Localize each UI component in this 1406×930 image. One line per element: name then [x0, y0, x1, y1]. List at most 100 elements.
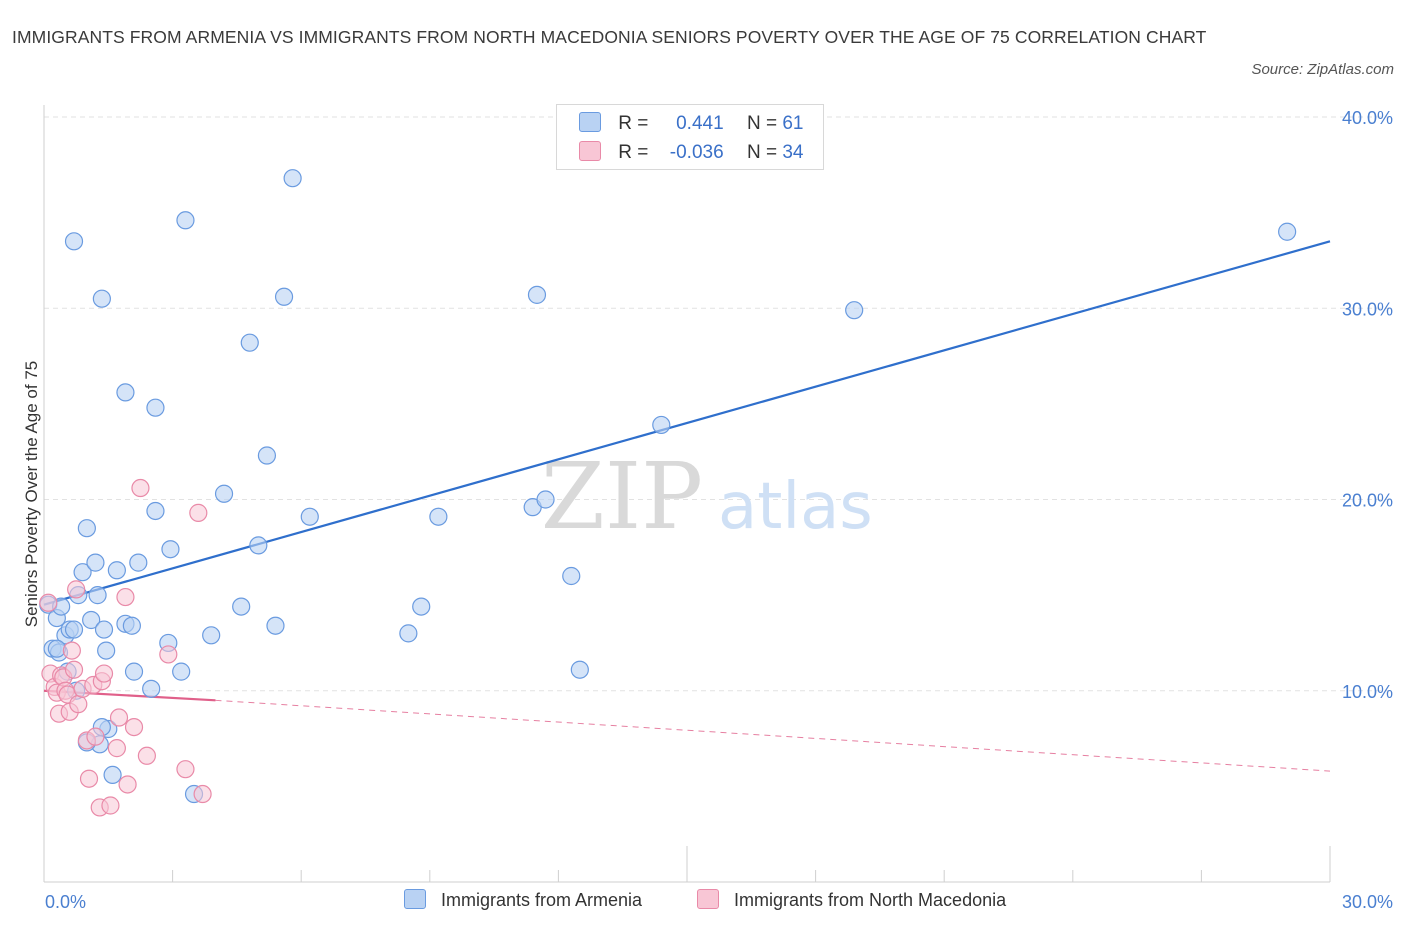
series-macedonia-points [39, 478, 212, 817]
macedonia-swatch [697, 889, 719, 909]
armenia-swatch [579, 112, 601, 132]
macedonia-point [131, 478, 150, 498]
macedonia-point [124, 717, 144, 737]
armenia-point [77, 519, 96, 538]
macedonia-point [176, 760, 195, 779]
armenia-point [88, 586, 107, 605]
armenia-point [103, 765, 122, 785]
armenia-point [82, 610, 101, 630]
armenia-point [176, 211, 195, 230]
watermark: ZIP atlas [541, 443, 873, 550]
legend-r-value: 0.441 [676, 113, 724, 134]
armenia-point [274, 287, 294, 306]
armenia-point [202, 626, 221, 645]
armenia-point [64, 620, 84, 639]
armenia-point [97, 641, 116, 660]
armenia-point [124, 662, 144, 681]
armenia-point [257, 446, 277, 465]
legend-n-value: 34 [782, 142, 804, 163]
macedonia-point [159, 645, 178, 664]
macedonia-point [69, 695, 88, 714]
legend-r-label: R = [618, 142, 654, 163]
trend-line-macedonia-extended [215, 699, 1331, 772]
armenia-point [562, 566, 581, 586]
armenia-point [429, 507, 448, 526]
armenia-point [232, 597, 251, 616]
legend-label-macedonia: Immigrants from North Macedonia [734, 890, 1007, 910]
armenia-point [240, 333, 259, 352]
armenia-point [146, 398, 165, 417]
legend-r-label: R = [618, 113, 654, 134]
armenia-point [92, 289, 111, 308]
macedonia-point [67, 580, 86, 599]
y-tick-label: 10.0% [1342, 682, 1393, 702]
legend-n-label: N = [746, 142, 783, 163]
armenia-point [129, 553, 148, 572]
armenia-point [142, 679, 161, 698]
legend-row-macedonia: R = -0.036 N = 34 [579, 141, 803, 167]
macedonia-point [101, 796, 120, 815]
legend-n-label: N = [746, 113, 783, 134]
armenia-point [527, 285, 547, 304]
watermark-zip: ZIP [541, 443, 703, 550]
armenia-point [146, 501, 165, 521]
armenia-point [283, 169, 302, 188]
armenia-point [300, 507, 319, 526]
armenia-point [122, 616, 141, 635]
trend-line-armenia [43, 240, 1331, 606]
armenia-point [107, 561, 126, 580]
macedonia-point [109, 708, 129, 727]
tick-labels: 10.0% 20.0% 30.0% 40.0% 0.0% 30.0% [45, 108, 1393, 912]
armenia-point [266, 616, 285, 635]
macedonia-point [137, 746, 156, 765]
y-tick-label: 30.0% [1342, 299, 1393, 319]
macedonia-point [189, 503, 208, 522]
armenia-point [214, 484, 234, 503]
armenia-point [570, 660, 589, 679]
legend-label-armenia: Immigrants from Armenia [441, 890, 643, 910]
armenia-point [94, 620, 114, 639]
macedonia-point [39, 593, 58, 612]
armenia-point [536, 490, 555, 509]
y-tick-label: 20.0% [1342, 491, 1393, 511]
chart-title: IMMIGRANTS FROM ARMENIA VS IMMIGRANTS FR… [12, 27, 1207, 47]
armenia-point [399, 624, 418, 643]
stats-legend: R = 0.441 N = 61 R = -0.036 N = 34 [556, 104, 824, 170]
armenia-point [161, 540, 180, 559]
armenia-point [249, 536, 268, 555]
legend-item-macedonia[interactable]: Immigrants from North Macedonia [697, 889, 1006, 911]
x-tick-label: 30.0% [1342, 892, 1393, 912]
series-legend: Immigrants from Armenia Immigrants from … [0, 889, 1406, 917]
legend-item-armenia[interactable]: Immigrants from Armenia [404, 889, 642, 911]
armenia-point [47, 639, 66, 658]
armenia-point [1278, 222, 1297, 241]
legend-r-value: -0.036 [669, 142, 724, 163]
chart-source: Source: ZipAtlas.com [1251, 61, 1394, 78]
macedonia-point [62, 641, 81, 660]
macedonia-point [107, 739, 126, 758]
armenia-swatch [404, 889, 426, 909]
macedonia-point [94, 664, 114, 683]
armenia-point [86, 553, 105, 572]
watermark-atlas: atlas [718, 470, 873, 544]
armenia-point [64, 232, 84, 251]
macedonia-swatch [579, 141, 601, 161]
macedonia-point [79, 769, 99, 788]
legend-n-value: 61 [782, 113, 804, 134]
y-axis-label: Seniors Poverty Over the Age of 75 [22, 361, 41, 627]
macedonia-point [118, 775, 137, 794]
macedonia-point [193, 784, 212, 804]
axes [43, 105, 1331, 883]
y-tick-label: 40.0% [1342, 108, 1393, 128]
macedonia-point [86, 727, 105, 746]
armenia-point [412, 597, 431, 616]
armenia-point [73, 563, 92, 582]
armenia-point [116, 383, 135, 402]
macedonia-point [64, 660, 84, 679]
armenia-point [172, 662, 191, 681]
macedonia-point [116, 587, 135, 607]
legend-row-armenia: R = 0.441 N = 61 [579, 112, 803, 138]
armenia-point [652, 415, 671, 435]
series-armenia-points [39, 169, 1297, 804]
